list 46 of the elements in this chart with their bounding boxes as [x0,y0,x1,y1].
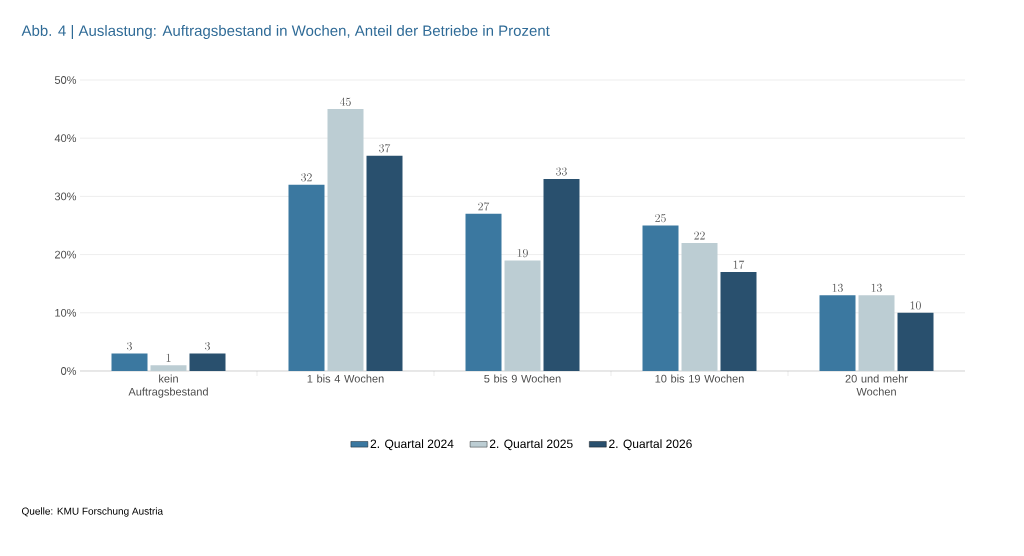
bar [858,295,895,371]
x-tick-label: 10 bis 19 Wochen [655,374,744,383]
y-tick-label: 40% [54,134,77,143]
legend-label: 2. Quartal 2024 [370,439,454,451]
data-label: 19 [517,248,528,258]
bar [366,155,403,371]
bar [189,353,226,371]
data-label: 22 [694,231,705,240]
y-tick-label: 10% [55,308,77,317]
y-tick-label: 30% [54,192,77,201]
data-label: 33 [556,167,567,176]
data-label: 13 [871,283,882,293]
source-note: Quelle: KMU Forschung Austria [21,507,164,517]
data-label: 27 [478,202,490,211]
bar [681,242,718,371]
y-tick-label: 20% [55,250,77,259]
legend-label: 2. Quartal 2025 [489,439,573,451]
x-tick-label: 20 und mehr Wochen [845,374,908,396]
bar [111,353,148,371]
data-label: 37 [379,144,391,153]
data-label: 45 [339,97,351,106]
bar [897,312,934,371]
bar [642,225,679,371]
bar [288,184,325,371]
data-label: 13 [832,283,843,293]
data-label: 32 [301,173,312,182]
data-label: 1 [166,353,171,362]
data-label: 3 [127,342,132,351]
bar [150,365,187,371]
legend-label: 2. Quartal 2026 [609,439,692,451]
bar [543,178,580,371]
y-tick-label: 50% [54,76,77,84]
bar [465,213,502,371]
y-tick-label: 0% [61,367,77,375]
data-label: 25 [655,214,666,223]
x-tick-label: 5 bis 9 Wochen [484,374,561,383]
data-label: 3 [205,342,210,351]
bar [819,295,856,371]
x-tick-label: kein Auftragsbestand [128,374,208,398]
x-tick-label: 1 bis 4 Wochen [307,374,384,383]
bar [720,272,757,371]
bar [327,109,364,371]
data-label: 17 [733,260,745,269]
chart-title: Abb. 4 | Auslastung: Auftragsbestand in Wochen, Anteil der Betriebe in Prozent [21,24,550,40]
data-label: 10 [910,301,921,310]
bar [504,260,541,371]
